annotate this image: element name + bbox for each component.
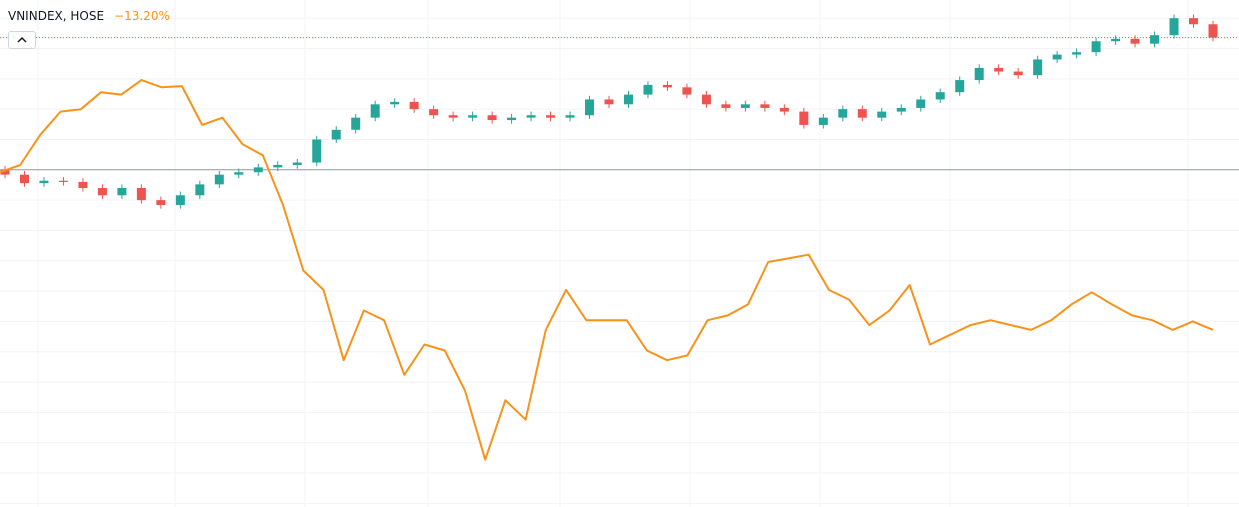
candle-body: [214, 174, 224, 185]
candle-body: [448, 115, 458, 118]
candle-body: [643, 84, 653, 95]
candle-body: [234, 172, 244, 175]
candle-body: [1033, 59, 1043, 76]
candle-body: [0, 169, 10, 175]
candle-body: [604, 99, 614, 105]
candle-body: [935, 92, 945, 100]
candle-body: [838, 109, 848, 118]
candle-body: [1169, 18, 1179, 36]
candle-body: [1150, 35, 1160, 44]
compare-line: [0, 79, 1214, 461]
candle-body: [857, 109, 867, 118]
candle-body: [156, 200, 166, 205]
candle-body: [682, 87, 692, 95]
candle-body: [253, 167, 263, 173]
candle-body: [487, 115, 497, 121]
candle-body: [740, 104, 750, 108]
candle-body: [896, 107, 906, 112]
candle-body: [351, 117, 361, 130]
candle-body: [97, 188, 107, 196]
candle-body: [117, 188, 127, 196]
candle-body: [1189, 18, 1199, 25]
candle-body: [507, 117, 517, 121]
candle-body: [19, 174, 29, 184]
candle-body: [429, 109, 439, 116]
candle-body: [585, 99, 595, 116]
candle-body: [1091, 41, 1101, 53]
candle-body: [1208, 24, 1218, 38]
legend: VNINDEX, HOSE −13.20%: [8, 9, 170, 23]
collapse-button[interactable]: [8, 31, 36, 49]
candle-body: [409, 101, 419, 110]
candle-body: [974, 67, 984, 81]
candle-body: [312, 139, 322, 163]
candle-body: [955, 80, 965, 93]
candle-body: [292, 162, 302, 165]
candle-body: [390, 101, 400, 105]
candle-body: [370, 104, 380, 118]
candle-body: [818, 117, 828, 125]
candle-body: [331, 129, 341, 140]
candle-body: [273, 164, 283, 168]
candle-body: [526, 115, 536, 118]
candle-body: [58, 180, 68, 182]
chevron-icon: [17, 36, 27, 43]
candle-body: [701, 94, 711, 105]
candle-body: [1052, 54, 1062, 60]
candle-body: [565, 115, 575, 118]
candle-body: [721, 104, 731, 108]
candle-body: [546, 115, 556, 118]
candle-body: [39, 180, 49, 184]
candle-body: [877, 111, 887, 118]
candle-body: [779, 107, 789, 112]
candle-body: [916, 99, 926, 108]
candle-body: [468, 115, 478, 118]
candle-body: [136, 188, 146, 201]
series-name: VNINDEX, HOSE: [8, 9, 105, 23]
candle-body: [799, 111, 809, 125]
candle-body: [1130, 38, 1140, 44]
candle-body: [662, 84, 672, 88]
candle-body: [1111, 38, 1121, 42]
candle-body: [760, 104, 770, 108]
candle-body: [78, 181, 88, 189]
candle-body: [175, 195, 185, 205]
candle-body: [994, 67, 1004, 72]
candle-body: [623, 94, 633, 105]
candle-body: [1072, 52, 1082, 55]
candle-body: [195, 184, 205, 196]
series-change: −13.20%: [114, 9, 170, 23]
candle-body: [1013, 71, 1023, 76]
